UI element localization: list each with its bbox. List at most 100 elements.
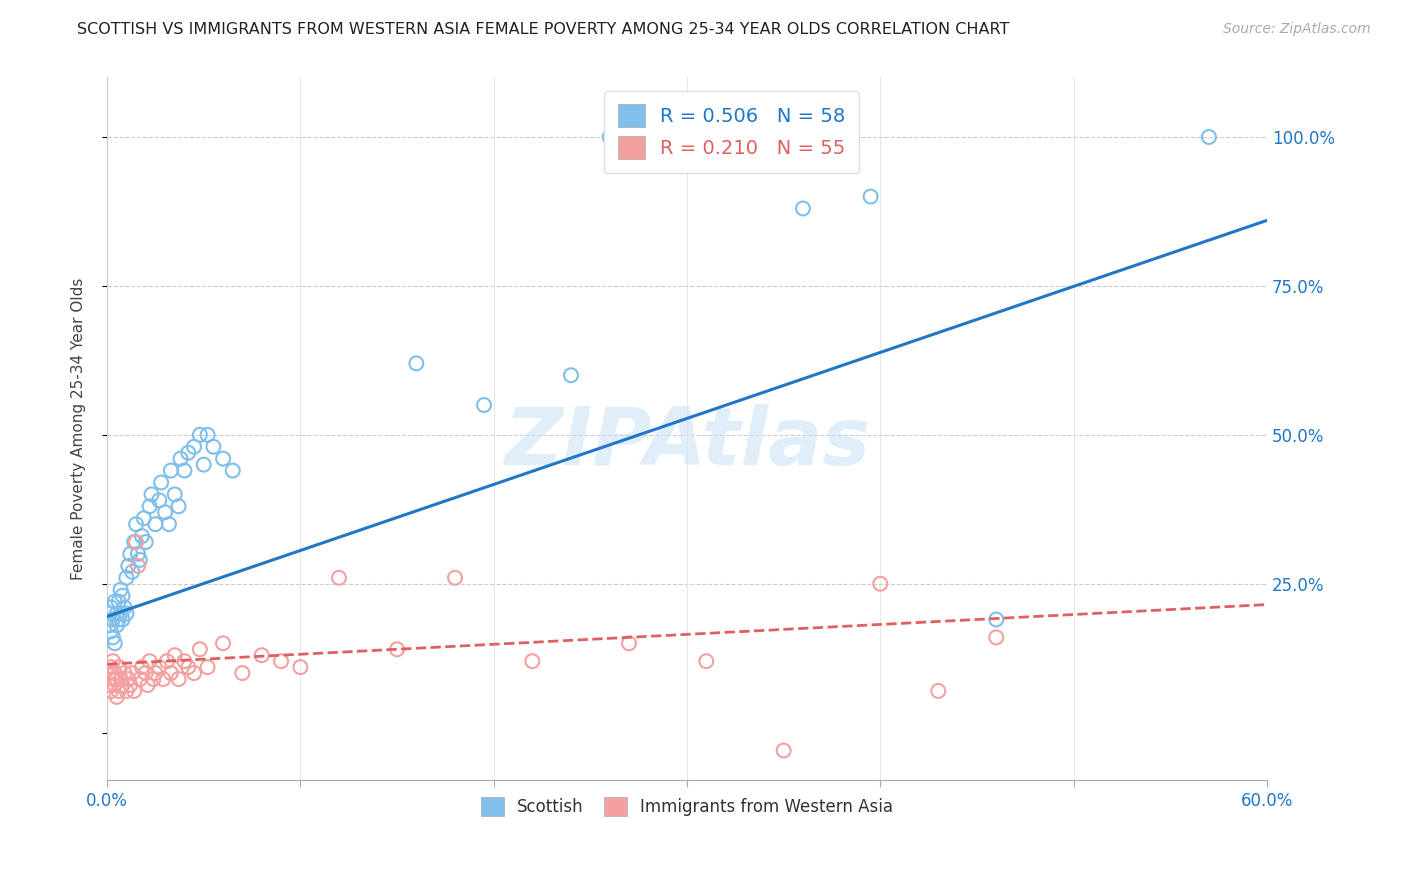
Point [101, 612, 124, 626]
Point [163, 648, 186, 663]
Point [121, 565, 143, 579]
Point [100, 660, 122, 674]
Point [104, 678, 127, 692]
Point [115, 571, 138, 585]
Point [110, 582, 132, 597]
Point [107, 660, 129, 674]
Text: Source: ZipAtlas.com: Source: ZipAtlas.com [1223, 22, 1371, 37]
Point [120, 678, 142, 692]
Point [197, 427, 219, 442]
Point [869, 576, 891, 591]
Point [117, 672, 139, 686]
Point [160, 666, 183, 681]
Point [105, 607, 128, 621]
Point [122, 684, 145, 698]
Point [127, 558, 149, 573]
Point [695, 130, 717, 145]
Point [98, 607, 121, 621]
Point [156, 654, 179, 668]
Point [183, 440, 205, 454]
Point [270, 654, 292, 668]
Point [138, 500, 160, 514]
Point [202, 440, 225, 454]
Point [125, 517, 148, 532]
Point [290, 660, 312, 674]
Point [986, 631, 1008, 645]
Point [197, 660, 219, 674]
Point [100, 684, 122, 698]
Point [122, 535, 145, 549]
Point [101, 672, 124, 686]
Point [792, 202, 814, 216]
Point [212, 636, 235, 650]
Point [105, 690, 128, 704]
Point [986, 612, 1008, 626]
Point [163, 487, 186, 501]
Point [1198, 130, 1220, 145]
Point [222, 464, 245, 478]
Point [127, 547, 149, 561]
Point [142, 672, 165, 686]
Point [141, 487, 163, 501]
Point [104, 666, 127, 681]
Point [148, 493, 170, 508]
Point [472, 398, 495, 412]
Text: ZIPAtlas: ZIPAtlas [503, 404, 870, 482]
Point [129, 672, 152, 686]
Point [157, 517, 180, 532]
Point [105, 672, 128, 686]
Point [98, 618, 121, 632]
Point [560, 368, 582, 383]
Point [131, 660, 153, 674]
Point [100, 600, 122, 615]
Point [111, 589, 134, 603]
Point [695, 654, 717, 668]
Point [167, 672, 190, 686]
Point [98, 666, 121, 681]
Point [135, 666, 157, 681]
Point [107, 684, 129, 698]
Point [193, 458, 215, 472]
Point [135, 535, 157, 549]
Point [110, 607, 132, 621]
Point [131, 529, 153, 543]
Point [101, 631, 124, 645]
Point [599, 130, 621, 145]
Point [385, 642, 408, 657]
Point [231, 666, 253, 681]
Point [145, 517, 167, 532]
Point [129, 553, 152, 567]
Point [444, 571, 467, 585]
Point [153, 505, 176, 519]
Point [100, 624, 122, 639]
Point [101, 654, 124, 668]
Point [111, 678, 134, 692]
Point [136, 678, 159, 692]
Point [522, 654, 544, 668]
Point [405, 356, 427, 370]
Point [114, 600, 136, 615]
Text: SCOTTISH VS IMMIGRANTS FROM WESTERN ASIA FEMALE POVERTY AMONG 25-34 YEAR OLDS CO: SCOTTISH VS IMMIGRANTS FROM WESTERN ASIA… [77, 22, 1010, 37]
Legend: Scottish, Immigrants from Western Asia: Scottish, Immigrants from Western Asia [472, 789, 901, 825]
Point [115, 684, 138, 698]
Point [110, 672, 132, 686]
Point [188, 427, 211, 442]
Point [107, 594, 129, 608]
Point [114, 666, 136, 681]
Point [104, 594, 127, 608]
Point [125, 535, 148, 549]
Point [107, 612, 129, 626]
Point [105, 618, 128, 632]
Point [177, 446, 200, 460]
Point [173, 654, 195, 668]
Point [617, 636, 640, 650]
Point [138, 654, 160, 668]
Point [160, 464, 183, 478]
Point [859, 189, 882, 203]
Point [121, 666, 143, 681]
Point [115, 607, 138, 621]
Point [169, 451, 191, 466]
Point [212, 451, 235, 466]
Point [148, 660, 170, 674]
Point [173, 464, 195, 478]
